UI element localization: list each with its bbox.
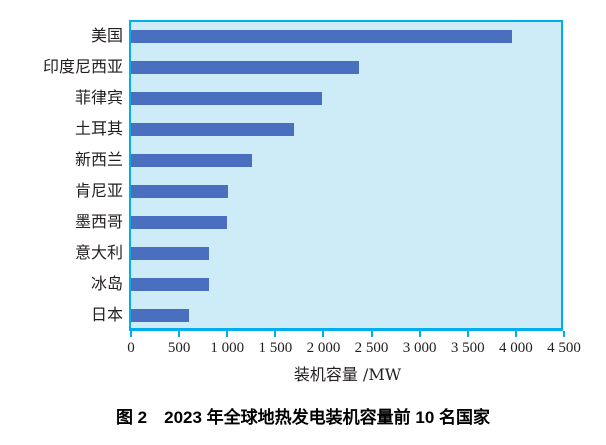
- x-tick: [322, 331, 325, 337]
- x-tick: [226, 331, 229, 337]
- x-tick: [274, 331, 277, 337]
- bar: [131, 278, 209, 291]
- x-tick: [370, 331, 373, 337]
- category-label: 土耳其: [74, 119, 123, 138]
- bar: [131, 61, 359, 74]
- bar: [131, 216, 227, 229]
- x-tick-label: 2 500: [354, 340, 389, 356]
- x-tick-label: 2 000: [306, 340, 341, 356]
- bar: [131, 123, 294, 136]
- category-label: 墨西哥: [74, 212, 123, 231]
- x-tick: [178, 331, 181, 337]
- category-label: 冰岛: [90, 274, 123, 293]
- category-label: 新西兰: [74, 150, 123, 169]
- x-tick: [514, 331, 517, 337]
- x-tick-label: 0: [127, 340, 135, 356]
- x-tick-label: 500: [167, 340, 191, 356]
- figure-caption: 图 2 2023 年全球地热发电装机容量前 10 名国家: [115, 408, 491, 427]
- x-tick-label: 4 500: [547, 340, 581, 356]
- category-label: 菲律宾: [74, 88, 123, 107]
- bar: [131, 92, 322, 105]
- x-tick: [418, 331, 421, 337]
- x-tick-label: 1 500: [258, 340, 293, 356]
- bar: [131, 154, 252, 167]
- bars-layer: [131, 21, 564, 329]
- x-tick: [130, 331, 132, 337]
- x-tick: [466, 331, 469, 337]
- category-label: 日本: [90, 305, 123, 324]
- x-tick-label: 1 000: [210, 340, 245, 356]
- category-label: 印度尼西亚: [42, 57, 123, 76]
- x-tick-label: 4 000: [499, 340, 533, 356]
- bar: [131, 30, 512, 43]
- bar: [131, 247, 209, 260]
- category-label: 肯尼亚: [74, 181, 123, 200]
- category-label: 意大利: [74, 243, 123, 262]
- bar: [131, 185, 228, 198]
- bar: [131, 309, 189, 322]
- category-label: 美国: [90, 26, 123, 45]
- x-tick-label: 3 500: [450, 340, 485, 356]
- x-tick-label: 3 000: [402, 340, 437, 356]
- x-tick: [563, 331, 565, 337]
- x-axis-label: 装机容量 /MW: [293, 365, 402, 384]
